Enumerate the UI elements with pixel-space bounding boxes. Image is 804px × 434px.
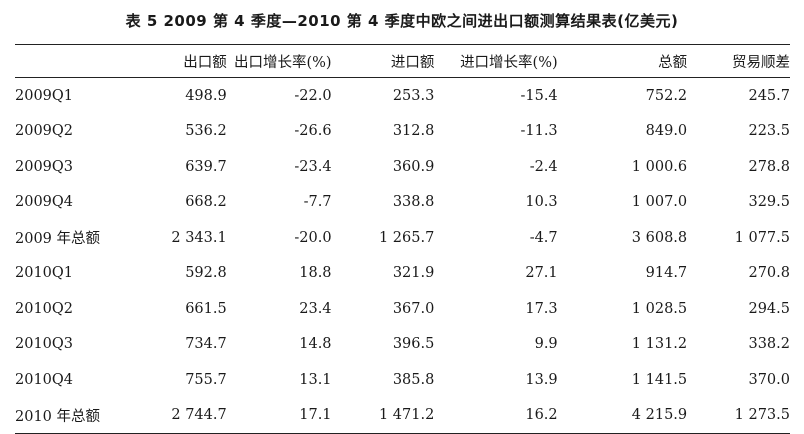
table-row: 2010Q1 592.8 18.8 321.9 27.1 914.7 270.8 <box>15 256 790 292</box>
header-export: 出口额 <box>183 54 227 71</box>
cell-row-label: 2010 年总额 <box>15 408 101 425</box>
header-export-growth: 出口增长率(%) <box>233 54 332 71</box>
cell-row-label: 2009Q1 <box>15 87 74 104</box>
cell-export-growth: -22.0 <box>294 87 332 104</box>
table-row: 2009Q2 536.2 -26.6 312.8 -11.3 849.0 223.5 <box>15 114 790 150</box>
cell-trade-surplus: 1 273.5 <box>734 407 790 424</box>
table-row: 2009Q1 498.9 -22.0 253.3 -15.4 752.2 245.7 <box>15 78 790 114</box>
cell-export-value: 668.2 <box>185 194 227 211</box>
cell-trade-surplus: 223.5 <box>748 123 790 140</box>
cell-total-value: 1 000.6 <box>631 158 688 175</box>
table-row: 2009Q4 668.2 -7.7 338.8 10.3 1 007.0 329.5 <box>15 185 790 221</box>
cell-import-value: 360.9 <box>392 158 435 175</box>
cell-import-growth: -15.4 <box>520 87 558 104</box>
cell-export-value: 734.7 <box>185 336 227 353</box>
header-import-growth: 进口增长率(%) <box>460 54 558 71</box>
cell-total-value: 4 215.9 <box>631 407 688 424</box>
header-row-label <box>15 45 132 78</box>
cell-export-growth: -20.0 <box>294 229 332 246</box>
cell-trade-surplus: 245.7 <box>748 87 790 104</box>
cell-export-growth: 18.8 <box>299 265 332 282</box>
cell-import-growth: 9.9 <box>534 336 558 353</box>
cell-import-value: 312.8 <box>392 123 435 140</box>
cell-trade-surplus: 370.0 <box>748 371 790 388</box>
cell-export-value: 592.8 <box>185 265 227 282</box>
cell-import-growth: -2.4 <box>529 158 558 175</box>
cell-row-label: 2010Q1 <box>15 265 74 282</box>
cell-import-growth: 13.9 <box>525 371 558 388</box>
cell-export-value: 498.9 <box>185 87 227 104</box>
table-header-row: 出口额 出口增长率(%) 进口额 进口增长率(%) 总额 贸易顺差 <box>15 44 790 78</box>
trade-table: 出口额 出口增长率(%) 进口额 进口增长率(%) 总额 贸易顺差 2009Q1… <box>15 44 790 434</box>
cell-export-growth: -23.4 <box>294 158 332 175</box>
header-trade-surplus: 贸易顺差 <box>732 54 790 71</box>
cell-import-growth: -11.3 <box>520 123 558 140</box>
cell-export-value: 536.2 <box>185 123 227 140</box>
cell-import-growth: -4.7 <box>529 229 558 246</box>
cell-trade-surplus: 278.8 <box>748 158 790 175</box>
cell-export-value: 639.7 <box>185 158 227 175</box>
cell-import-value: 1 471.2 <box>378 407 435 424</box>
cell-trade-surplus: 338.2 <box>748 336 790 353</box>
header-import: 进口额 <box>390 54 435 71</box>
cell-row-label: 2009Q3 <box>15 158 74 175</box>
cell-total-value: 3 608.8 <box>631 229 688 246</box>
table-caption: 表 5 2009 第 4 季度—2010 第 4 季度中欧之间进出口额测算结果表… <box>125 12 679 30</box>
cell-total-value: 1 007.0 <box>631 194 688 211</box>
cell-row-label: 2010Q2 <box>15 300 74 317</box>
cell-import-value: 385.8 <box>392 371 435 388</box>
table-row: 2010Q4 755.7 13.1 385.8 13.9 1 141.5 370.0 <box>15 362 790 398</box>
cell-total-value: 1 028.5 <box>631 300 688 317</box>
cell-export-growth: 13.1 <box>299 371 332 388</box>
cell-total-value: 1 141.5 <box>631 371 688 388</box>
cell-total-value: 914.7 <box>645 265 688 282</box>
cell-total-value: 1 131.2 <box>631 336 688 353</box>
cell-export-growth: -7.7 <box>303 194 332 211</box>
table-row: 2009Q3 639.7 -23.4 360.9 -2.4 1 000.6 278.8 <box>15 149 790 185</box>
cell-row-label: 2009Q2 <box>15 123 74 140</box>
cell-export-value: 661.5 <box>185 300 227 317</box>
cell-trade-surplus: 294.5 <box>748 300 790 317</box>
table-row: 2009 年总额 2 343.1 -20.0 1 265.7 -4.7 3 608.8 1 … <box>15 220 790 256</box>
cell-total-value: 752.2 <box>645 87 688 104</box>
header-total: 总额 <box>658 54 688 71</box>
cell-import-value: 253.3 <box>392 87 435 104</box>
cell-row-label: 2009Q4 <box>15 194 74 211</box>
table-row: 2010Q3 734.7 14.8 396.5 9.9 1 131.2 338.2 <box>15 327 790 363</box>
cell-import-growth: 17.3 <box>525 300 558 317</box>
cell-export-growth: 17.1 <box>299 407 332 424</box>
cell-export-value: 755.7 <box>185 371 227 388</box>
cell-import-growth: 10.3 <box>525 194 558 211</box>
cell-export-growth: 23.4 <box>299 300 332 317</box>
cell-total-value: 849.0 <box>645 123 688 140</box>
cell-import-value: 396.5 <box>392 336 435 353</box>
cell-export-value: 2 744.7 <box>171 407 227 424</box>
cell-row-label: 2010Q3 <box>15 336 74 353</box>
cell-import-value: 1 265.7 <box>378 229 435 246</box>
cell-export-growth: -26.6 <box>294 123 332 140</box>
cell-import-value: 321.9 <box>392 265 435 282</box>
table-row: 2010 年总额 2 744.7 17.1 1 471.2 16.2 4 215.9 1 2… <box>15 398 790 434</box>
cell-row-label: 2010Q4 <box>15 371 74 388</box>
cell-import-growth: 27.1 <box>525 265 558 282</box>
cell-export-value: 2 343.1 <box>171 229 227 246</box>
cell-import-value: 367.0 <box>392 300 435 317</box>
cell-export-growth: 14.8 <box>299 336 332 353</box>
cell-trade-surplus: 1 077.5 <box>734 229 790 246</box>
table-body: 2009Q1 498.9 -22.0 253.3 -15.4 752.2 245.7 2009… <box>15 78 790 434</box>
cell-row-label: 2009 年总额 <box>15 231 101 248</box>
table-row: 2010Q2 661.5 23.4 367.0 17.3 1 028.5 294.5 <box>15 291 790 327</box>
cell-import-growth: 16.2 <box>525 407 558 424</box>
cell-trade-surplus: 270.8 <box>748 265 790 282</box>
cell-import-value: 338.8 <box>392 194 435 211</box>
cell-trade-surplus: 329.5 <box>748 194 790 211</box>
